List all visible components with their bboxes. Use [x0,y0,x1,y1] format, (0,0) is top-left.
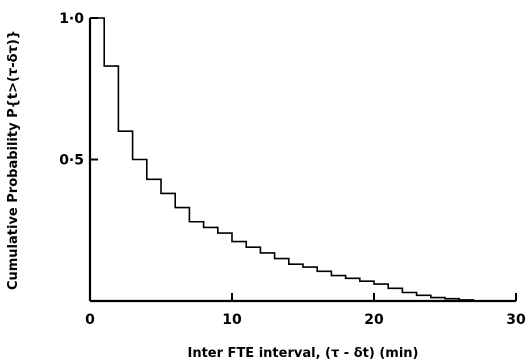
y-axis-label: Cumulative Probability P{t>(τ-δτ)} [6,30,21,290]
x-tick-label: 10 [222,312,242,328]
series-line [90,17,475,301]
y-tick-label: 0·5 [59,153,84,169]
x-tick-label: 30 [506,312,526,328]
x-ticks: 0 10 20 30 [85,293,526,328]
x-axis-label: Inter FTE interval, (τ - δt) (min) [188,346,419,361]
x-tick-label: 20 [364,312,384,328]
y-tick-label: 1·0 [59,11,84,27]
x-tick-label: 0 [85,312,95,328]
y-ticks: 0·5 1·0 [59,11,98,169]
